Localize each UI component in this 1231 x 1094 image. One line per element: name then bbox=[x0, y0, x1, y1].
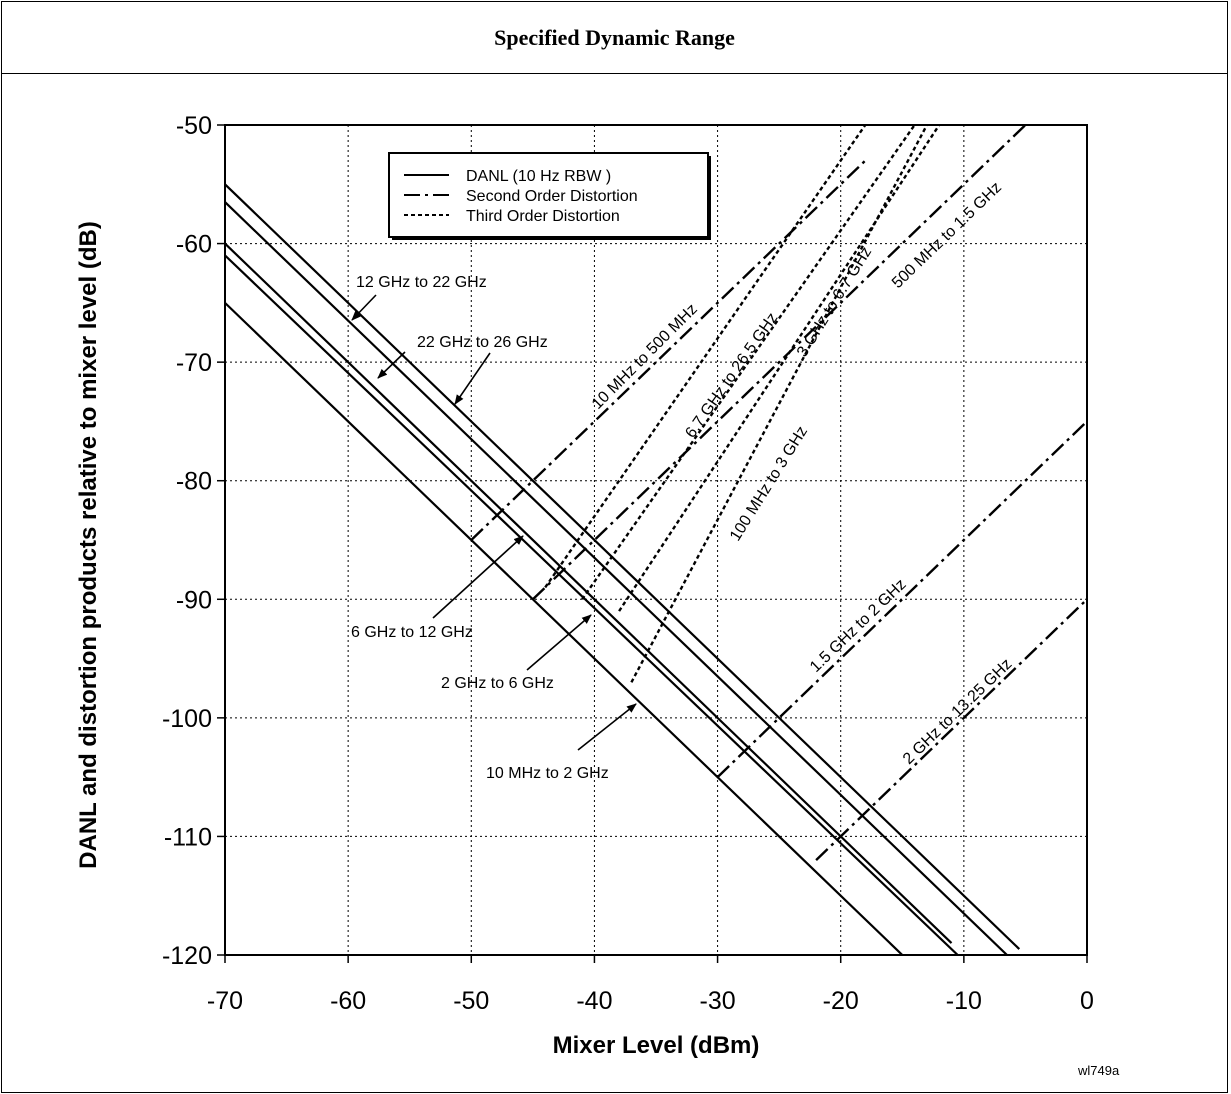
pointer-arrow bbox=[526, 614, 592, 671]
curve-label: 100 MHz to 3 GHz bbox=[727, 423, 811, 544]
curve-label: 12 GHz to 22 GHz bbox=[356, 274, 487, 291]
figure-id-label: wl749a bbox=[1077, 1063, 1120, 1078]
series-line-danl-1 bbox=[225, 201, 1008, 955]
figure-header: Specified Dynamic Range bbox=[2, 2, 1227, 74]
series-line-third-order-distortion-12 bbox=[618, 125, 941, 612]
curve-label: 22 GHz to 26 GHz bbox=[417, 334, 548, 351]
pointer-arrow bbox=[454, 352, 491, 405]
curve-label: 1.5 GHz to 2 GHz bbox=[807, 576, 910, 676]
series-line-third-order-distortion-10 bbox=[581, 125, 916, 600]
curve-label: 10 MHz to 500 MHz bbox=[589, 301, 701, 413]
plot-area-border bbox=[224, 124, 1088, 956]
x-tick-label: -70 bbox=[207, 987, 243, 1015]
curve-label: 6 GHz to 12 GHz bbox=[351, 624, 473, 641]
series-line-danl-3 bbox=[225, 254, 959, 955]
y-tick-label: -70 bbox=[176, 349, 212, 377]
x-axis-title: Mixer Level (dBm) bbox=[553, 1032, 760, 1059]
x-tick-label: -50 bbox=[453, 987, 489, 1015]
series-line-danl-2 bbox=[225, 242, 953, 944]
series-line-third-order-distortion-9 bbox=[544, 125, 867, 589]
legend-entry-label: Third Order Distortion bbox=[466, 208, 620, 225]
y-tick-label: -80 bbox=[176, 468, 212, 496]
y-tick-label: -120 bbox=[162, 942, 212, 970]
pointer-arrow bbox=[351, 294, 377, 321]
curve-label: 2 GHz to 6 GHz bbox=[441, 675, 554, 692]
pointer-arrow bbox=[377, 351, 406, 379]
curve-label: 500 MHz to 1.5 GHz bbox=[889, 179, 1005, 292]
x-tick-label: -10 bbox=[946, 987, 982, 1015]
y-tick-label: -60 bbox=[176, 231, 212, 259]
x-tick-label: -60 bbox=[330, 987, 366, 1015]
y-tick-label: -50 bbox=[176, 112, 212, 140]
y-tick-label: -100 bbox=[162, 705, 212, 733]
curve-label: 3 GHz to 6.7 GHz bbox=[794, 244, 875, 360]
y-tick-label: -90 bbox=[176, 586, 212, 614]
pointer-arrow bbox=[577, 703, 637, 751]
series-line-second-order-distortion-8 bbox=[815, 598, 1087, 861]
pointer-arrow bbox=[432, 535, 524, 619]
x-tick-label: -30 bbox=[700, 987, 736, 1015]
curve-label: 2 GHz to 13.25 GHz bbox=[900, 656, 1015, 768]
y-axis-title: DANL and distortion products relative to… bbox=[75, 221, 102, 869]
series-line-second-order-distortion-6 bbox=[532, 125, 1027, 601]
x-tick-label: -20 bbox=[823, 987, 859, 1015]
series-line-danl-0 bbox=[225, 183, 1021, 950]
series-line-second-order-distortion-7 bbox=[716, 420, 1087, 778]
figure-title: Specified Dynamic Range bbox=[494, 24, 735, 50]
y-tick-label: -110 bbox=[164, 823, 212, 851]
x-tick-label: 0 bbox=[1080, 987, 1094, 1015]
curve-label: 10 MHz to 2 GHz bbox=[486, 765, 609, 782]
x-tick-label: -40 bbox=[576, 987, 612, 1015]
series-line-danl-4 bbox=[225, 302, 904, 955]
series-line-second-order-distortion-5 bbox=[470, 159, 867, 541]
legend-entry-label: DANL (10 Hz RBW ) bbox=[466, 168, 611, 185]
legend-entry-label: Second Order Distortion bbox=[466, 188, 638, 205]
